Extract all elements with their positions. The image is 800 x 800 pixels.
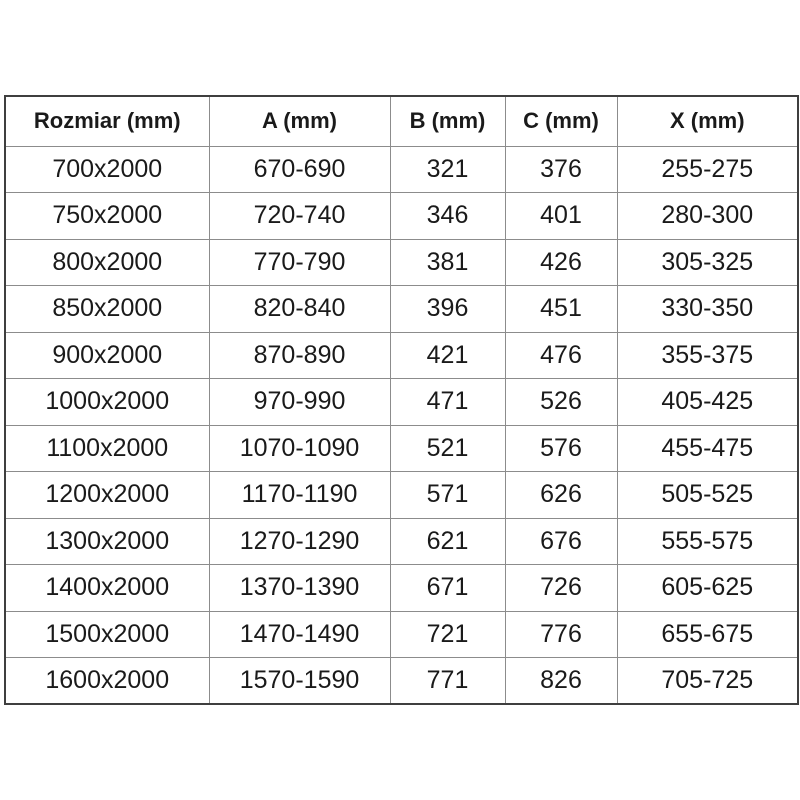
table-cell: 255-275 — [616, 145, 799, 193]
table-row: 1100x2000 1070-1090 521 576 455-475 — [4, 424, 799, 472]
table-cell: 770-790 — [208, 238, 391, 286]
column-header-b-mm: B (mm) — [389, 95, 506, 147]
table-cell: 471 — [389, 378, 506, 426]
table-row: 1600x2000 1570-1590 771 826 705-725 — [4, 657, 799, 705]
table-cell: 426 — [504, 238, 618, 286]
table-cell: 1000x2000 — [4, 378, 210, 426]
size-table: Rozmiar (mm) A (mm) B (mm) C (mm) X (mm) 700… — [4, 95, 799, 705]
table-cell: 1270-1290 — [208, 517, 391, 565]
table-cell: 401 — [504, 192, 618, 240]
table-row: 1200x2000 1170-1190 571 626 505-525 — [4, 471, 799, 519]
column-header-a-mm: A (mm) — [208, 95, 391, 147]
table-cell: 346 — [389, 192, 506, 240]
table-cell: 826 — [504, 657, 618, 705]
table-cell: 726 — [504, 564, 618, 612]
table-cell: 1200x2000 — [4, 471, 210, 519]
table-cell: 1600x2000 — [4, 657, 210, 705]
table-row: 1300x2000 1270-1290 621 676 555-575 — [4, 517, 799, 565]
table-cell: 396 — [389, 285, 506, 333]
table-header: Rozmiar (mm) A (mm) B (mm) C (mm) X (mm) — [4, 95, 799, 147]
table-cell: 671 — [389, 564, 506, 612]
table-cell: 571 — [389, 471, 506, 519]
table-cell: 776 — [504, 610, 618, 658]
table-cell: 626 — [504, 471, 618, 519]
table-cell: 705-725 — [616, 657, 799, 705]
table-cell: 721 — [389, 610, 506, 658]
table-cell: 330-350 — [616, 285, 799, 333]
column-header-c-mm: C (mm) — [504, 95, 618, 147]
table-row: 1400x2000 1370-1390 671 726 605-625 — [4, 564, 799, 612]
table-cell: 655-675 — [616, 610, 799, 658]
table-row: 1500x2000 1470-1490 721 776 655-675 — [4, 610, 799, 658]
table-cell: 676 — [504, 517, 618, 565]
table-cell: 1470-1490 — [208, 610, 391, 658]
table-cell: 670-690 — [208, 145, 391, 193]
table-cell: 970-990 — [208, 378, 391, 426]
table-cell: 376 — [504, 145, 618, 193]
table-row: 900x2000 870-890 421 476 355-375 — [4, 331, 799, 379]
table-body: 700x2000 670-690 321 376 255-275 750x2000 720-… — [4, 145, 799, 705]
table-cell: 1400x2000 — [4, 564, 210, 612]
table-row: 1000x2000 970-990 471 526 405-425 — [4, 378, 799, 426]
table-row: 800x2000 770-790 381 426 305-325 — [4, 238, 799, 286]
table-cell: 405-425 — [616, 378, 799, 426]
table-cell: 750x2000 — [4, 192, 210, 240]
table-cell: 305-325 — [616, 238, 799, 286]
table-cell: 280-300 — [616, 192, 799, 240]
table-cell: 1070-1090 — [208, 424, 391, 472]
table-cell: 321 — [389, 145, 506, 193]
table-cell: 521 — [389, 424, 506, 472]
table-cell: 820-840 — [208, 285, 391, 333]
table-cell: 1100x2000 — [4, 424, 210, 472]
column-header-rozmiar-mm: Rozmiar (mm) — [4, 95, 210, 147]
table-cell: 421 — [389, 331, 506, 379]
table-row: 700x2000 670-690 321 376 255-275 — [4, 145, 799, 193]
table-cell: 355-375 — [616, 331, 799, 379]
table-row: 750x2000 720-740 346 401 280-300 — [4, 192, 799, 240]
table-cell: 720-740 — [208, 192, 391, 240]
table-cell: 505-525 — [616, 471, 799, 519]
table-cell: 1370-1390 — [208, 564, 391, 612]
table-cell: 1570-1590 — [208, 657, 391, 705]
table-cell: 1500x2000 — [4, 610, 210, 658]
size-table-container: Rozmiar (mm) A (mm) B (mm) C (mm) X (mm) 700… — [4, 95, 799, 705]
table-cell: 526 — [504, 378, 618, 426]
table-cell: 1300x2000 — [4, 517, 210, 565]
table-cell: 621 — [389, 517, 506, 565]
column-header-x-mm: X (mm) — [616, 95, 799, 147]
table-cell: 605-625 — [616, 564, 799, 612]
table-cell: 800x2000 — [4, 238, 210, 286]
table-cell: 576 — [504, 424, 618, 472]
table-cell: 1170-1190 — [208, 471, 391, 519]
table-cell: 771 — [389, 657, 506, 705]
table-cell: 850x2000 — [4, 285, 210, 333]
table-cell: 870-890 — [208, 331, 391, 379]
table-cell: 476 — [504, 331, 618, 379]
header-row: Rozmiar (mm) A (mm) B (mm) C (mm) X (mm) — [4, 95, 799, 147]
table-cell: 455-475 — [616, 424, 799, 472]
table-cell: 451 — [504, 285, 618, 333]
table-row: 850x2000 820-840 396 451 330-350 — [4, 285, 799, 333]
table-cell: 381 — [389, 238, 506, 286]
table-cell: 555-575 — [616, 517, 799, 565]
table-cell: 700x2000 — [4, 145, 210, 193]
table-cell: 900x2000 — [4, 331, 210, 379]
